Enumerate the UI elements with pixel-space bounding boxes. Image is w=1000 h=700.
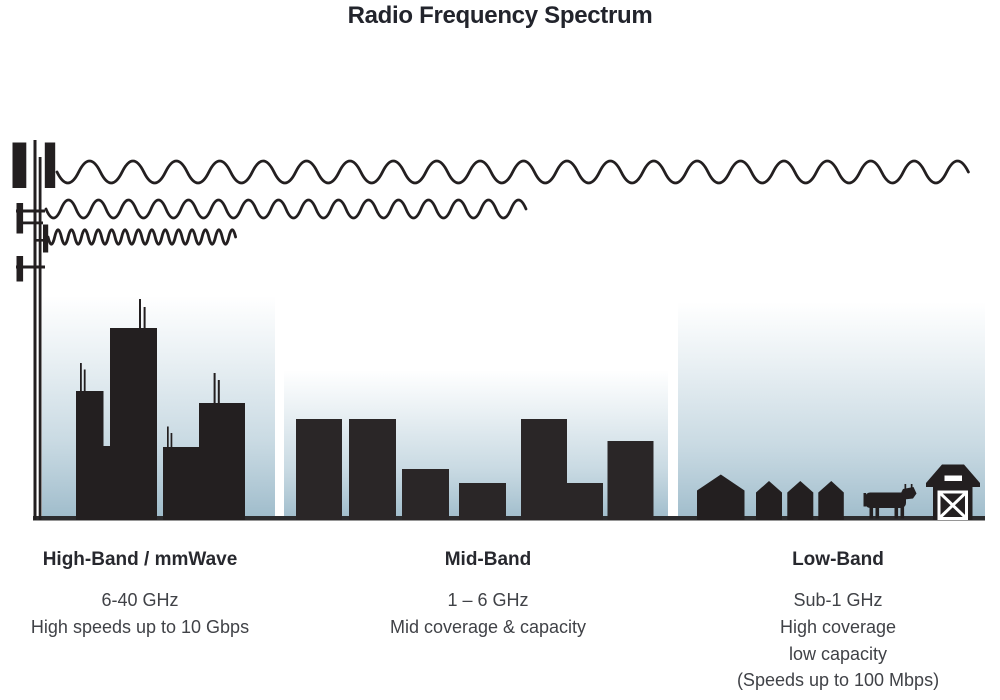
cell-tower-icon [12,140,56,520]
rooftop-antenna [170,433,173,448]
barn-loft-vent [944,475,962,481]
antenna-panel-left [12,142,27,188]
rooftop-antenna [217,380,220,404]
low-band-label-block: Low-Band Sub-1 GHz High coverage low cap… [698,549,978,694]
high-band-label-block: High-Band / mmWave 6-40 GHz High speeds … [0,549,280,641]
cow-icon [863,484,917,519]
ground-line [33,516,985,521]
house-icon [787,481,814,520]
band-name: High-Band / mmWave [42,549,238,570]
barn-door [937,490,968,520]
rooftop-antenna [139,299,141,329]
long-wavelength-wave [55,159,970,185]
house-icon [697,474,745,520]
band-name: Low-Band [792,549,884,570]
short-wavelength-wave [46,228,237,246]
midrise-buildings-icon [296,419,654,520]
band-name: Mid-Band [444,549,532,570]
city-skyline-icon [76,299,245,520]
band-description: High coverage [779,616,897,637]
band-description: Mid coverage & capacity [389,616,587,637]
rooftop-antenna [213,373,216,404]
rooftop-antenna [143,307,146,329]
house-icon [818,481,844,520]
radio-waves [44,159,970,246]
barn-icon [926,464,980,520]
farm-scene-icon [697,464,980,520]
mid-band-label-block: Mid-Band 1 – 6 GHz Mid coverage & capaci… [348,549,628,641]
diagram-title: Radio Frequency Spectrum [347,2,653,29]
band-frequency: 1 – 6 GHz [447,590,529,610]
antenna-panel-right [44,142,56,188]
rooftop-antenna [80,363,82,392]
band-frequency: Sub-1 GHz [793,590,883,610]
rooftop-antenna [167,426,169,448]
band-description: (Speeds up to 100 Mbps) [736,670,940,691]
band-description: low capacity [788,643,888,664]
band-description: High speeds up to 10 Gbps [30,616,250,637]
rooftop-antenna [83,369,86,393]
house-icon [756,481,782,520]
band-frequency: 6-40 GHz [101,590,179,610]
spectrum-illustration [12,140,985,521]
medium-wavelength-wave [44,198,528,220]
